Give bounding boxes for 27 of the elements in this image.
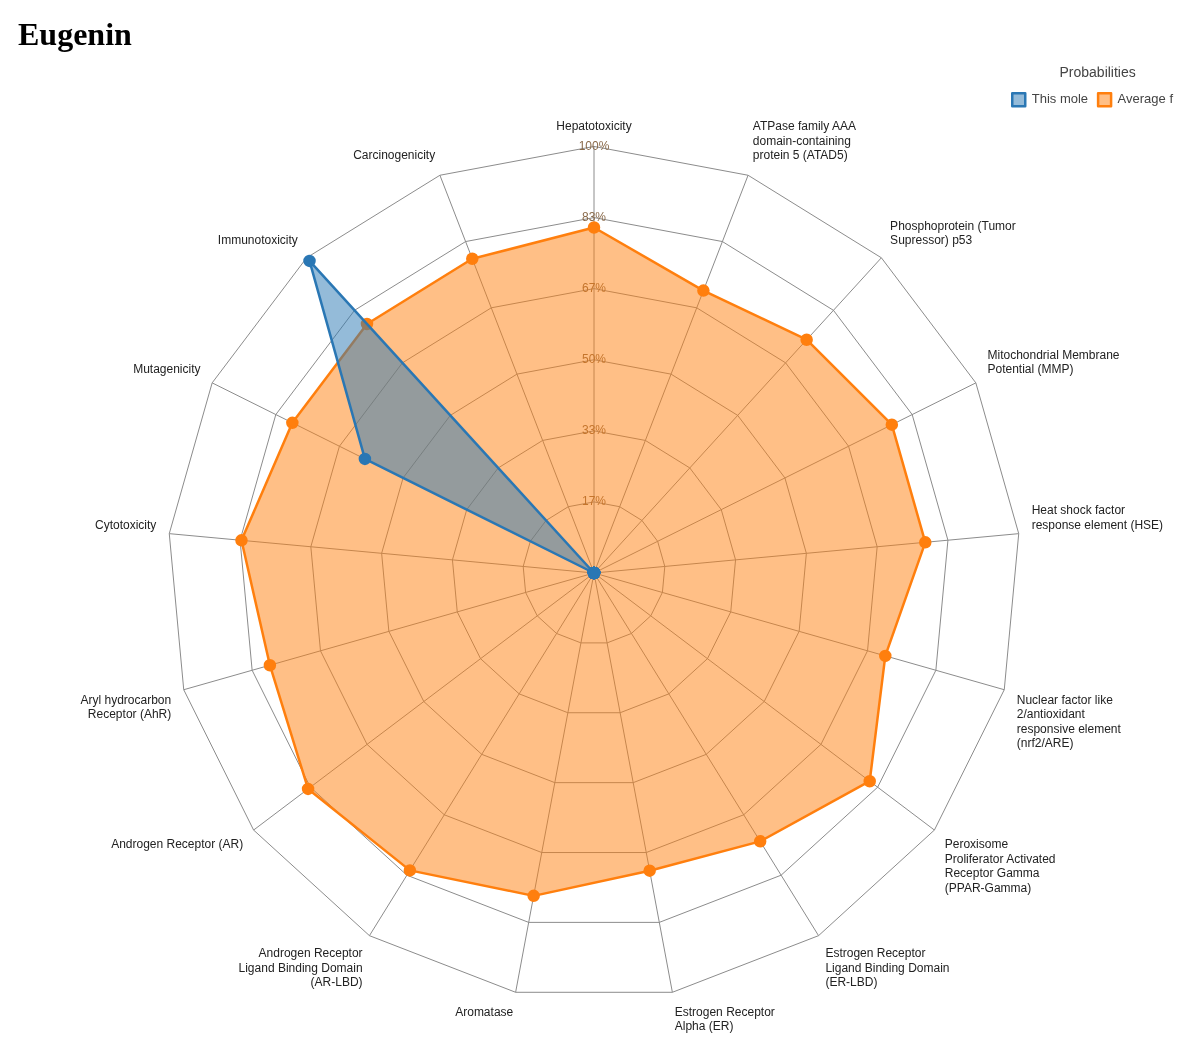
- legend-label: This mole: [1031, 91, 1089, 107]
- spoke-label: Androgen Receptor Ligand Binding Domain (AR-LBD): [238, 946, 363, 990]
- spoke-label: Phosphoprotein (Tumor Supressor) p53: [890, 218, 1016, 248]
- spoke-label: Immunotoxicity: [217, 233, 298, 248]
- spoke-label: Peroxisome Proliferator Activated Receptor Gamma (PPAR-Gamma): [944, 837, 1056, 895]
- chart-title: Eugenin: [18, 16, 133, 53]
- spoke-label: Aryl hydrocarbon Receptor (AhR): [80, 692, 172, 722]
- spoke-label: Hepatotoxicity: [556, 118, 632, 133]
- y-tick-label: 33%: [581, 423, 607, 438]
- y-tick-label: 50%: [581, 352, 607, 367]
- y-tick-label: 100%: [578, 138, 610, 153]
- legend-title: Probabilities: [1059, 64, 1136, 81]
- y-tick-label: 83%: [581, 209, 607, 224]
- spoke-label: Androgen Receptor (AR): [111, 837, 244, 852]
- spoke-label: Mutagenicity: [133, 362, 201, 377]
- spoke-label: Estrogen Receptor Alpha (ER): [674, 1004, 775, 1033]
- spoke-label: Nuclear factor like 2/antioxidant responsive element (nrf2/ARE): [1016, 692, 1122, 750]
- y-tick-label: 17%: [581, 494, 607, 509]
- spoke-label: Aromatase: [455, 1004, 514, 1019]
- spoke-label: Mitochondrial Membrane Potential (MMP): [987, 347, 1120, 377]
- spoke-label: Heat shock factor response element (HSE): [1031, 503, 1164, 532]
- legend-label: Average f: [1117, 91, 1174, 107]
- y-tick-label: 67%: [581, 280, 607, 295]
- spoke-label: Cytotoxicity: [94, 517, 157, 532]
- spoke-label: Estrogen Receptor Ligand Binding Domain (ER-LBD): [825, 946, 950, 990]
- spoke-label: Carcinogenicity: [353, 148, 436, 163]
- spoke-label: ATPase family AAA domain-containing protein 5 (ATAD5): [752, 119, 856, 163]
